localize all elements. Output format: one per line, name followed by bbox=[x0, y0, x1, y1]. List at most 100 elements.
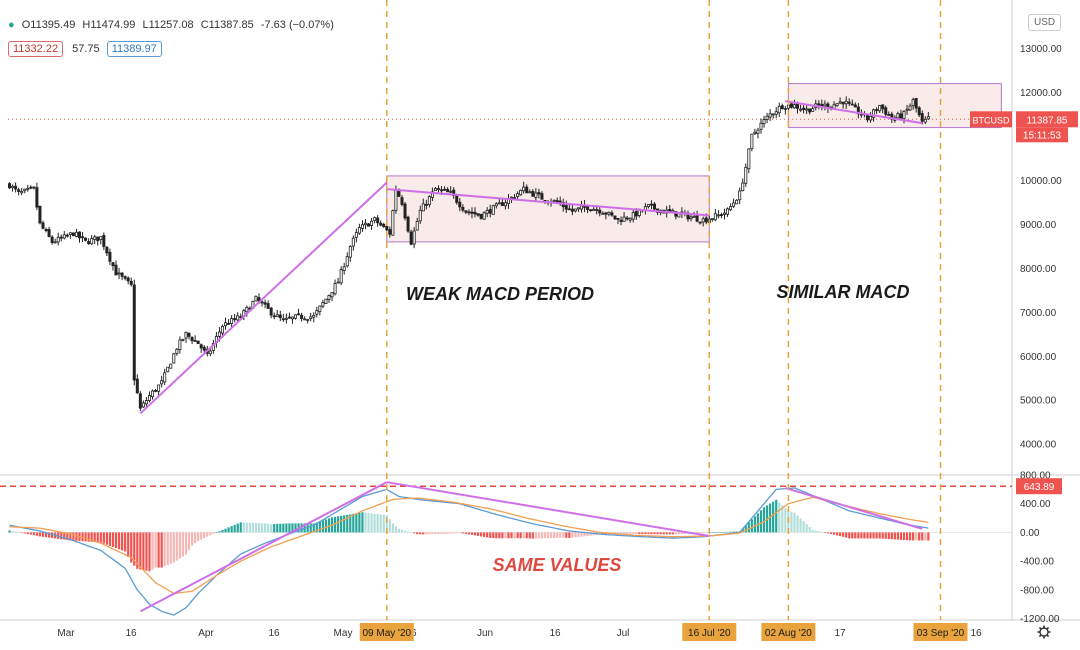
candle-body bbox=[774, 111, 778, 115]
settings-gear-icon bbox=[1037, 625, 1051, 639]
histogram-bar bbox=[288, 523, 291, 533]
macd-tick-label: 0.00 bbox=[1020, 528, 1040, 539]
candle-body bbox=[388, 229, 392, 235]
histogram-bar bbox=[918, 532, 921, 541]
histogram-bar bbox=[181, 532, 185, 557]
histogram-bar bbox=[63, 532, 66, 540]
range-box-0 bbox=[386, 175, 710, 243]
histogram-bar bbox=[553, 532, 556, 539]
histogram-bar bbox=[699, 532, 702, 534]
candle-body bbox=[157, 384, 161, 392]
candle-body bbox=[14, 185, 18, 190]
histogram-bar bbox=[857, 532, 860, 539]
candle-body bbox=[850, 103, 854, 106]
histogram-bar bbox=[388, 519, 391, 533]
candle-body bbox=[613, 215, 617, 220]
histogram-bar bbox=[659, 532, 662, 535]
histogram-bar bbox=[251, 522, 255, 533]
histogram-bar bbox=[376, 514, 379, 533]
candle-body bbox=[297, 313, 301, 316]
candle-body bbox=[437, 188, 441, 190]
histogram-bar bbox=[23, 532, 26, 534]
candle-body bbox=[278, 314, 282, 319]
histogram-bar bbox=[443, 532, 446, 534]
histogram-bar bbox=[726, 531, 729, 533]
candle-body bbox=[227, 323, 231, 325]
candle-body bbox=[780, 105, 784, 110]
histogram-bar bbox=[239, 522, 242, 533]
histogram-bar bbox=[826, 532, 830, 534]
candle-body bbox=[345, 256, 349, 267]
histogram-bar bbox=[361, 512, 364, 533]
candle-body bbox=[704, 217, 708, 223]
candle-body bbox=[771, 113, 775, 116]
candle-body bbox=[126, 277, 130, 282]
price-tick-label: 5000.00 bbox=[1020, 396, 1057, 407]
histogram-bar bbox=[400, 529, 404, 533]
candle-body bbox=[564, 205, 568, 210]
histogram-bar bbox=[29, 532, 32, 535]
histogram-bar bbox=[449, 532, 452, 534]
histogram-bar bbox=[184, 532, 188, 555]
histogram-bar bbox=[163, 532, 166, 567]
candle-body bbox=[911, 99, 915, 107]
candle-body bbox=[464, 210, 468, 213]
candle-body bbox=[315, 310, 319, 315]
candle-body bbox=[102, 235, 106, 247]
histogram-bar bbox=[282, 523, 285, 533]
histogram-bar bbox=[860, 532, 863, 539]
histogram-bar bbox=[464, 532, 467, 534]
candle-body bbox=[233, 318, 237, 321]
histogram-bar bbox=[364, 512, 367, 533]
weak-macd-annotation: WEAK MACD PERIOD bbox=[406, 284, 594, 304]
candle-body bbox=[290, 316, 294, 320]
histogram-bar bbox=[318, 521, 321, 533]
histogram-bar bbox=[762, 507, 766, 533]
histogram-bar bbox=[486, 532, 489, 538]
date-highlight-label: 16 Jul '20 bbox=[688, 628, 731, 639]
candle-body bbox=[744, 167, 748, 184]
histogram-bar bbox=[522, 532, 525, 539]
histogram-bar bbox=[781, 505, 784, 533]
indicator-value-1[interactable]: 11332.22 bbox=[8, 41, 64, 57]
histogram-bar bbox=[571, 532, 574, 538]
price-tick-label: 9000.00 bbox=[1020, 220, 1057, 231]
histogram-bar bbox=[744, 525, 747, 533]
candle-body bbox=[467, 211, 471, 214]
candle-body bbox=[415, 221, 419, 231]
indicator-value-3[interactable]: 11389.97 bbox=[106, 41, 162, 57]
candle-body bbox=[759, 122, 763, 130]
histogram-bar bbox=[324, 519, 328, 533]
candle-body bbox=[68, 232, 72, 235]
currency-badge[interactable]: USD bbox=[1028, 14, 1062, 31]
candle-body bbox=[519, 189, 523, 196]
candle-body bbox=[144, 400, 148, 405]
histogram-bar bbox=[93, 532, 96, 543]
candle-body bbox=[555, 200, 559, 203]
candle-body bbox=[729, 206, 733, 211]
candle-body bbox=[81, 236, 85, 239]
histogram-bar bbox=[124, 532, 127, 552]
countdown-tag-bg bbox=[1016, 127, 1068, 143]
candle-body bbox=[768, 113, 772, 118]
histogram-bar bbox=[51, 532, 54, 539]
histogram-bar bbox=[197, 532, 200, 541]
histogram-bar bbox=[912, 532, 915, 541]
histogram-bar bbox=[151, 532, 154, 570]
candle-body bbox=[902, 110, 906, 120]
ohlc-low: L11257.08 bbox=[142, 19, 194, 31]
date-highlight-bg bbox=[359, 623, 414, 641]
histogram-bar bbox=[206, 532, 209, 537]
histogram-bar bbox=[382, 514, 385, 533]
histogram-bar bbox=[11, 531, 14, 533]
histogram-bar bbox=[899, 532, 903, 540]
candle-body bbox=[71, 232, 75, 237]
candle-body bbox=[74, 231, 78, 237]
histogram-bar bbox=[321, 520, 324, 533]
histogram-bar bbox=[501, 532, 504, 539]
candle-body bbox=[896, 113, 900, 119]
macd-trendline bbox=[785, 486, 923, 530]
candle-body bbox=[579, 205, 583, 210]
histogram-bar bbox=[905, 532, 909, 541]
candle-body bbox=[430, 191, 434, 198]
